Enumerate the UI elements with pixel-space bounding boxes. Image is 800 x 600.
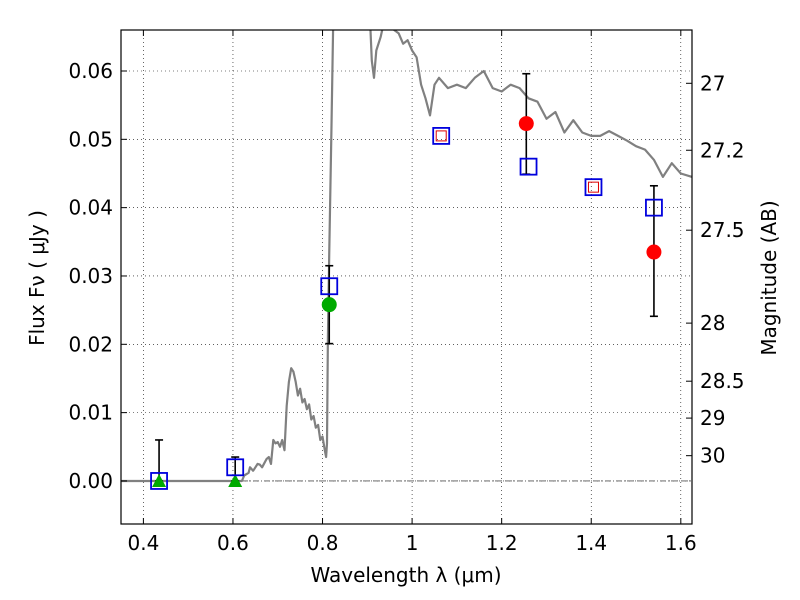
plot-frame <box>120 29 693 525</box>
circle-marker <box>518 116 534 132</box>
y-tick-label: 0.03 <box>68 264 113 288</box>
magnitude-tick-label: 29 <box>700 406 725 430</box>
circle-marker <box>321 297 337 313</box>
magnitude-tick-label: 28 <box>700 311 725 335</box>
magnitude-axis-ticks: 27 27.2 27.5 28 28.5 29 30 <box>686 71 745 468</box>
y-tick-label: 0.01 <box>68 401 113 425</box>
triangle-marker <box>152 473 167 487</box>
square-marker <box>645 198 663 217</box>
magnitude-tick-label: 27 <box>700 71 725 95</box>
square-marker <box>150 472 168 490</box>
y-tick-label: 0.04 <box>68 196 113 220</box>
x-tick-label: 1.4 <box>575 531 607 555</box>
x-tick-label: 1.2 <box>486 531 518 555</box>
x-tick-label: 0.4 <box>127 531 159 555</box>
magnitude-tick-label: 27.5 <box>700 218 745 242</box>
magnitude-tick-label: 28.5 <box>700 369 745 393</box>
y-tick-label: 0.00 <box>68 469 113 493</box>
model-spectrum-line <box>121 30 692 483</box>
square-marker <box>226 458 245 477</box>
square-marker <box>584 178 603 197</box>
data-markers <box>150 116 663 490</box>
y-axis-label-right: Magnitude (AB) <box>757 200 781 355</box>
circle-marker <box>646 244 662 260</box>
y-tick-label: 0.02 <box>68 332 113 356</box>
y-tick-label: 0.06 <box>68 59 113 83</box>
x-axis-ticks: 0.4 0.6 0.8 1 1.2 1.4 1.6 <box>127 30 697 555</box>
y-tick-label: 0.05 <box>68 127 113 151</box>
magnitude-tick-label: 30 <box>700 444 725 468</box>
x-tick-label: 0.8 <box>307 531 339 555</box>
magnitude-tick-label: 27.2 <box>700 138 745 162</box>
square-marker <box>519 157 538 176</box>
small-open-marker <box>587 181 599 193</box>
y-axis-label-left: Flux Fν ( μJy ) <box>25 210 49 346</box>
y-axis-ticks: 0.00 0.01 0.02 0.03 0.04 0.05 0.06 <box>68 59 127 493</box>
x-tick-label: 0.6 <box>217 531 249 555</box>
model-spectrum-layer <box>121 30 692 483</box>
x-tick-label: 1 <box>406 531 419 555</box>
square-marker <box>320 277 339 296</box>
x-axis-label: Wavelength λ (μm) <box>310 563 501 587</box>
small-open-marker <box>435 130 447 142</box>
triangle-marker <box>228 473 243 487</box>
square-marker <box>432 127 451 145</box>
x-tick-label: 1.6 <box>665 531 697 555</box>
